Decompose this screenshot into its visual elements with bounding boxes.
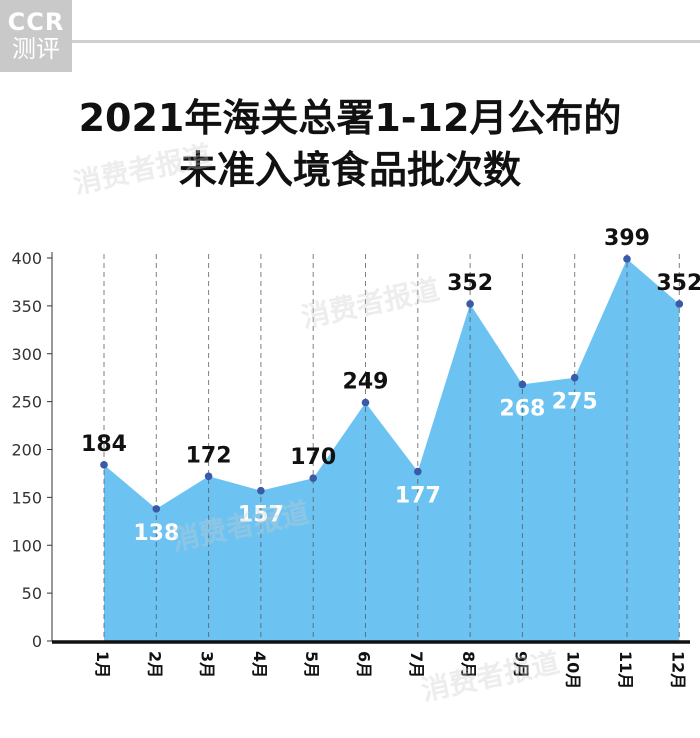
y-tick-label: 100: [11, 536, 42, 555]
data-point: [204, 472, 213, 481]
data-point: [152, 505, 161, 513]
chart-title-line-2: 未准入境食品批次数: [178, 148, 521, 192]
y-tick-label: 300: [11, 345, 42, 364]
data-label: 184: [81, 432, 127, 457]
x-tick-label: 5月: [302, 651, 321, 678]
data-label: 275: [552, 390, 598, 415]
x-tick-label: 7月: [407, 651, 426, 678]
data-point: [466, 300, 474, 308]
ccr-logo: CCR 测评: [0, 0, 72, 72]
y-tick-label: 50: [22, 584, 42, 603]
data-point: [623, 255, 631, 263]
data-label: 249: [343, 370, 389, 395]
x-tick-label: 12月: [668, 651, 687, 689]
area-series: [104, 258, 680, 641]
data-label: 352: [447, 271, 493, 296]
x-tick-label: 6月: [355, 651, 374, 678]
logo-sub: 测评: [12, 35, 60, 63]
data-label: 157: [238, 503, 284, 528]
x-tick-label: 11月: [616, 651, 635, 689]
x-tick-label: 4月: [250, 651, 269, 678]
x-tick-label: 2月: [145, 651, 164, 678]
y-tick-label: 0: [32, 632, 42, 651]
y-tick-label: 350: [11, 297, 42, 316]
chart-title-line-1: 2021年海关总署1-12月公布的: [78, 96, 622, 140]
data-point: [675, 300, 684, 308]
data-point: [361, 398, 370, 407]
data-point: [309, 474, 318, 483]
chart-title: 2021年海关总署1-12月公布的 未准入境食品批次数: [0, 92, 700, 196]
data-label: 268: [499, 396, 545, 421]
x-tick-label: 9月: [511, 651, 530, 678]
x-tick-label: 10月: [564, 651, 583, 689]
data-point: [414, 467, 422, 476]
data-point: [518, 380, 527, 389]
data-point: [570, 373, 579, 382]
logo-brand: CCR: [7, 8, 65, 36]
y-tick-label: 400: [11, 249, 42, 268]
x-tick-label: 3月: [198, 651, 217, 678]
data-label: 177: [395, 484, 441, 509]
data-label: 172: [186, 443, 232, 468]
y-tick-label: 200: [11, 441, 42, 460]
x-tick-label: 1月: [93, 651, 112, 678]
y-tick-label: 250: [11, 393, 42, 412]
data-point: [100, 461, 108, 469]
data-label: 399: [604, 226, 650, 251]
data-label: 138: [133, 521, 179, 546]
data-label: 352: [656, 271, 700, 296]
data-point: [257, 486, 265, 495]
header-rule: [72, 40, 700, 43]
data-label: 170: [290, 445, 336, 470]
x-tick-label: 8月: [459, 651, 478, 678]
y-tick-label: 150: [11, 488, 42, 507]
